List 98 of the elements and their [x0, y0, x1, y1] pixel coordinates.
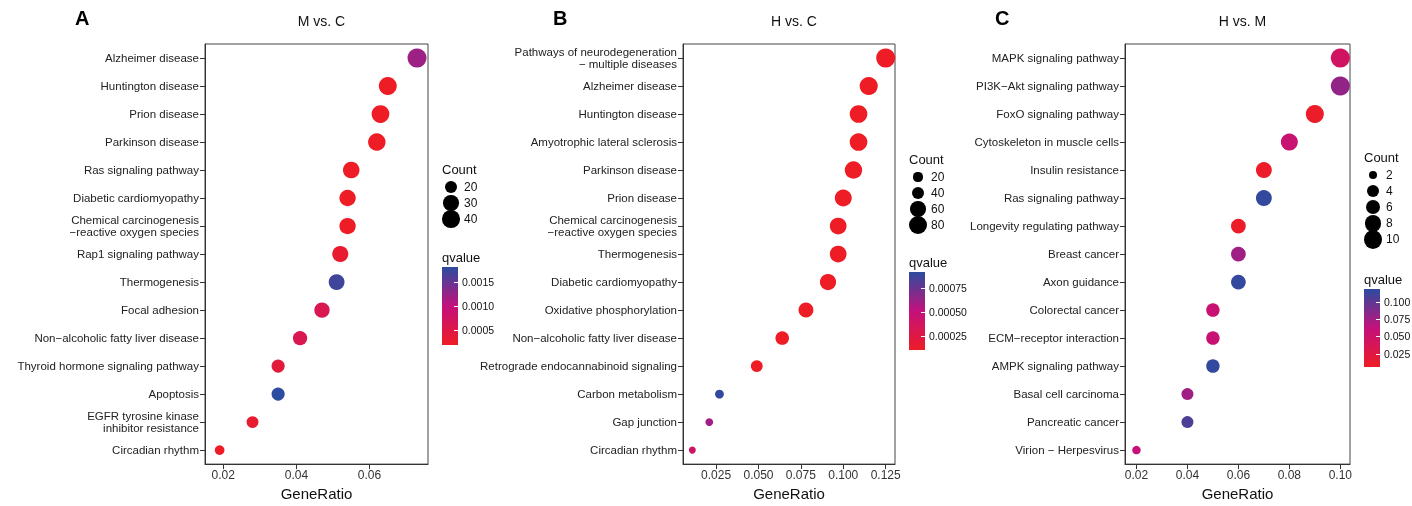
y-tick-label: Chemical carcinogenesis −reactive oxygen species — [69, 214, 200, 239]
x-tick-label: 0.025 — [701, 468, 732, 483]
size-legend: Count 2 4 6 8 10 — [1364, 150, 1400, 247]
y-tick-label: Gap junction — [612, 416, 677, 429]
color-bar-title: qvalue — [1364, 272, 1404, 287]
y-tick-label: Huntington disease — [578, 108, 677, 121]
y-tick-label: Diabetic cardiomyopathy — [551, 276, 678, 289]
y-tick-label: Rap1 signaling pathway — [76, 248, 200, 261]
color-bar-label: 0.00025 — [929, 329, 967, 342]
size-legend: Count 20 40 60 80 — [909, 152, 945, 233]
x-tick-label: 0.08 — [1277, 468, 1302, 483]
y-tick-label: Ras signaling pathway — [83, 164, 200, 177]
color-bar-title: qvalue — [442, 250, 482, 265]
y-tick-label: Circadian rhythm — [590, 444, 677, 457]
legend-label: 60 — [931, 202, 945, 216]
x-axis-title: GeneRatio — [280, 485, 353, 502]
y-tick-label: Insulin resistance — [1030, 164, 1119, 177]
legend-title: Count — [442, 162, 478, 177]
y-tick-label: Circadian rhythm — [112, 444, 199, 457]
y-tick-label: Parkinson disease — [105, 136, 199, 149]
y-tick-label: AMPK signaling pathway — [991, 360, 1120, 373]
x-tick-label: 0.10 — [1328, 468, 1353, 483]
y-tick-label: Colorectal cancer — [1029, 304, 1120, 317]
legend-label: 30 — [464, 196, 478, 210]
y-tick-label: Amyotrophic lateral sclerosis — [530, 136, 678, 149]
y-tick-label: Prion disease — [607, 192, 677, 205]
size-legend: Count 20 30 40 — [442, 162, 478, 227]
legend-title: Count — [1364, 150, 1400, 165]
x-tick-label: 0.04 — [284, 468, 309, 483]
x-tick-label: 0.050 — [743, 468, 774, 483]
y-tick-label: Thermogenesis — [597, 248, 678, 261]
x-tick-label: 0.02 — [1124, 468, 1149, 483]
color-bar-label: 0.00075 — [929, 282, 967, 295]
text: A — [75, 7, 90, 29]
color-bar-title: qvalue — [909, 255, 949, 270]
y-tick-label: EGFR tyrosine kinase inhibitor resistance — [87, 410, 199, 435]
x-tick-label: 0.075 — [785, 468, 817, 483]
x-tick-label: 0.125 — [870, 468, 902, 483]
y-tick-label: Non−alcoholic fatty liver disease — [34, 332, 199, 345]
y-tick-label: Longevity regulating pathway — [970, 220, 1120, 233]
text: C — [995, 7, 1010, 29]
color-bar-label: 0.0005 — [462, 324, 495, 337]
y-tick-label: ECM−receptor interaction — [988, 332, 1119, 345]
y-tick-label: Pathways of neurodegeneration − multiple diseases — [514, 46, 678, 70]
x-tick-label: 0.06 — [357, 468, 382, 483]
x-axis-title: GeneRatio — [1201, 485, 1274, 502]
color-bar-label: 0.0015 — [462, 275, 495, 288]
y-tick-label: Non−alcoholic fatty liver disease — [512, 332, 677, 345]
y-tick-label: Ras signaling pathway — [1003, 192, 1120, 205]
y-tick-label: Breast cancer — [1048, 248, 1120, 261]
y-tick-label: Apoptosis — [148, 388, 200, 401]
y-tick-label: Virion − Herpesvirus — [1015, 444, 1120, 457]
legend-label: 10 — [1386, 232, 1400, 246]
chart-title: H vs. M — [1218, 13, 1267, 29]
chart-title: H vs. C — [771, 13, 817, 29]
y-tick-label: Focal adhesion — [121, 304, 199, 317]
legend-label: 20 — [464, 180, 478, 194]
text: B — [553, 7, 568, 29]
legend-label: 40 — [464, 212, 478, 226]
y-tick-label: Alzheimer disease — [105, 52, 199, 64]
y-tick-label: Thyroid hormone signaling pathway — [17, 360, 200, 373]
y-tick-label: PI3K−Akt signaling pathway — [976, 80, 1120, 93]
x-tick-label: 0.02 — [211, 468, 236, 483]
y-tick-label: Retrograde endocannabinoid signaling — [480, 360, 677, 373]
x-tick-label: 0.04 — [1175, 468, 1200, 483]
legend-label: 80 — [931, 218, 945, 232]
legend-title: Count — [909, 152, 945, 167]
color-bar-label: 0.00050 — [929, 305, 967, 318]
y-tick-label: Chemical carcinogenesis −reactive oxygen species — [547, 214, 678, 239]
y-tick-label: Diabetic cardiomyopathy — [73, 192, 200, 205]
legend-label: 40 — [931, 186, 945, 200]
x-tick-label: 0.100 — [828, 468, 859, 483]
chart-title: M vs. C — [297, 13, 346, 29]
legend-label: 6 — [1386, 200, 1393, 214]
y-tick-label: Parkinson disease — [583, 164, 677, 177]
x-axis-title: GeneRatio — [753, 485, 825, 502]
y-tick-label: Huntington disease — [100, 80, 199, 93]
legend-label: 8 — [1386, 216, 1393, 230]
y-tick-label: Pancreatic cancer — [1026, 416, 1120, 429]
y-tick-label: Carbon metabolism — [577, 388, 677, 401]
y-tick-label: Cytoskeleton in muscle cells — [974, 136, 1120, 149]
y-tick-label: MAPK signaling pathway — [991, 52, 1120, 64]
color-bar-label: 0.100 — [1384, 295, 1411, 308]
legend-label: 4 — [1386, 184, 1393, 198]
y-tick-label: FoxO signaling pathway — [996, 108, 1120, 121]
y-tick-label: Alzheimer disease — [583, 80, 677, 93]
y-tick-label: Thermogenesis — [119, 276, 200, 289]
color-bar-label: 0.075 — [1384, 312, 1411, 325]
legend-label: 2 — [1386, 168, 1393, 182]
legend-label: 20 — [931, 170, 945, 184]
y-tick-label: Axon guidance — [1042, 276, 1119, 289]
y-tick-label: Basal cell carcinoma — [1013, 388, 1120, 401]
y-tick-label: Prion disease — [129, 108, 199, 121]
y-tick-label: Oxidative phosphorylation — [544, 304, 677, 317]
x-tick-label: 0.06 — [1226, 468, 1251, 483]
color-bar-label: 0.050 — [1384, 330, 1411, 343]
color-bar-label: 0.025 — [1384, 347, 1411, 360]
color-bar-label: 0.0010 — [462, 300, 495, 312]
